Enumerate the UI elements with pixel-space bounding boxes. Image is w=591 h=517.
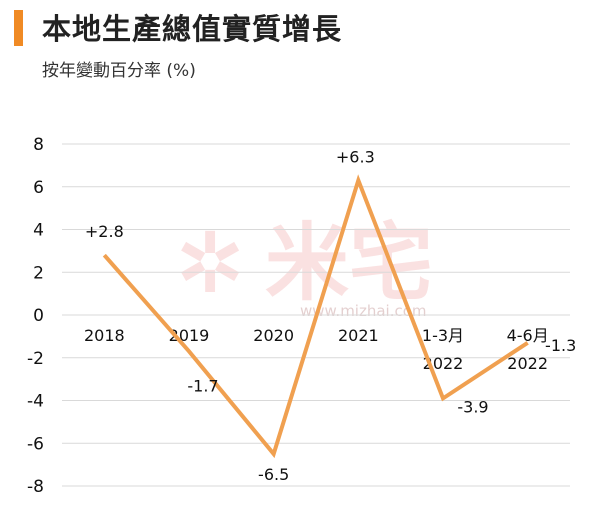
watermark-mark-icon: ✲: [175, 214, 245, 312]
x-tick-label: 4-6月: [507, 326, 549, 345]
series-line: [102, 174, 529, 459]
gridlines: [62, 143, 570, 487]
y-tick-label: 0: [33, 306, 44, 326]
x-tick-label: 1-3月: [422, 326, 464, 345]
data-label: +2.8: [85, 222, 124, 241]
y-tick-label: 6: [33, 178, 44, 198]
watermark-brand: 米宅: [265, 214, 433, 312]
y-tick-label: 2: [33, 263, 44, 283]
title-accent-bar: [14, 10, 23, 46]
x-tick-label: 2021: [338, 326, 379, 345]
y-tick-label: 4: [33, 221, 44, 241]
x-tick-label: 2022: [507, 354, 548, 373]
y-tick-label: -8: [27, 477, 44, 497]
x-tick-label: 2020: [253, 326, 294, 345]
y-tick-label: 8: [33, 135, 44, 155]
data-label: -6.5: [258, 465, 289, 484]
y-tick-label: -4: [27, 392, 44, 412]
data-label: -1.7: [187, 376, 218, 395]
data-label: +6.3: [336, 147, 375, 166]
x-tick-label: 2018: [84, 326, 125, 345]
data-label: -1.3: [545, 336, 576, 355]
chart-subtitle: 按年變動百分率 (%): [42, 61, 196, 81]
data-label: -3.9: [457, 397, 488, 416]
data-labels: +2.8 -1.7 -6.5 +6.3 -3.9 -1.3: [85, 147, 576, 484]
series-growth: [102, 174, 529, 459]
y-axis-ticks: 8 6 4 2 0 -2 -4 -6 -8: [27, 135, 44, 497]
y-tick-label: -6: [27, 434, 44, 454]
chart-title: 本地生產總值實質增長: [42, 12, 343, 46]
y-tick-label: -2: [27, 349, 44, 369]
